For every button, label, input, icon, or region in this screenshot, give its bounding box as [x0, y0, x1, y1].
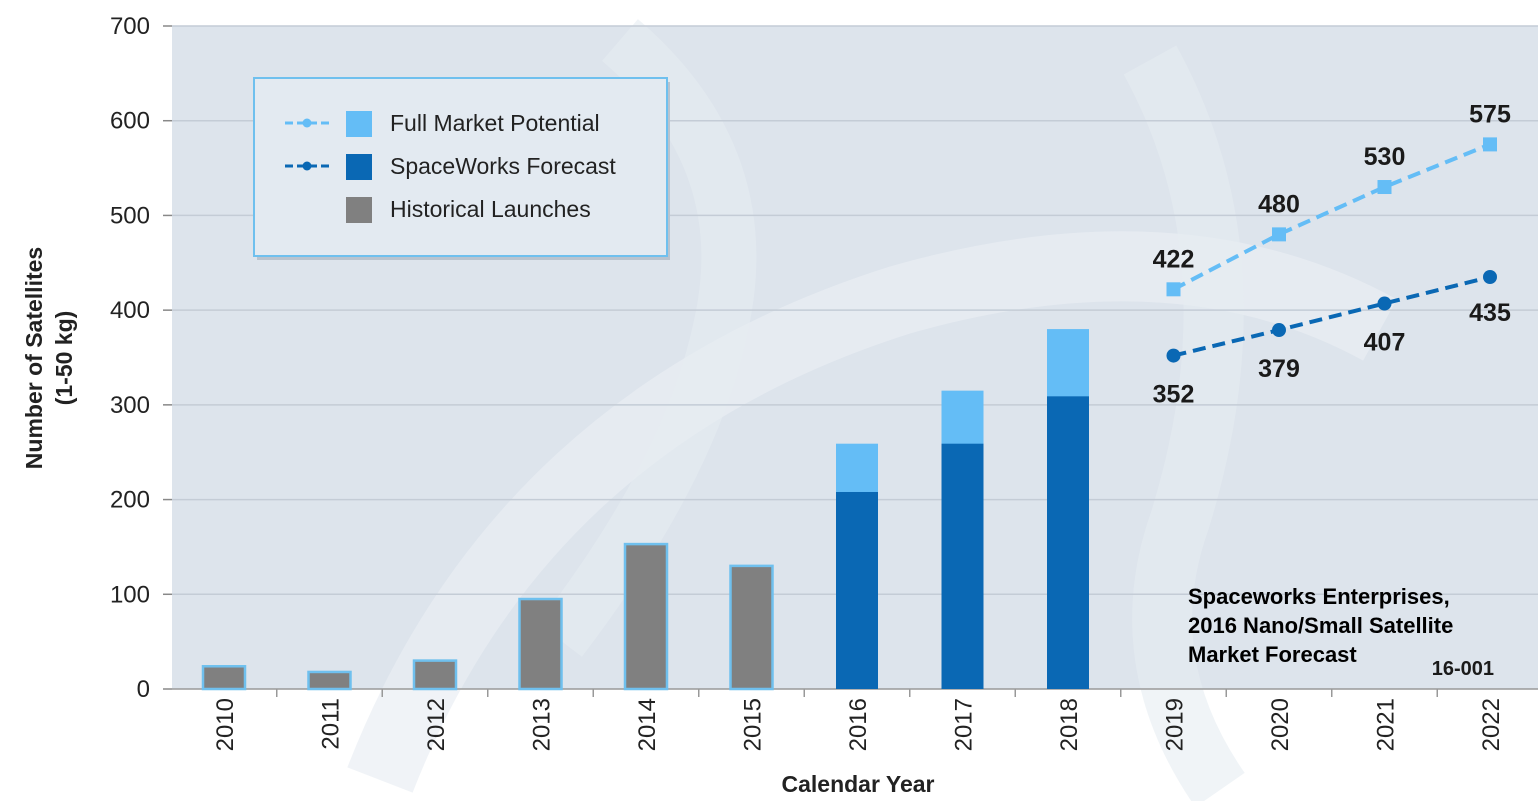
legend-swatch-icon	[346, 154, 372, 180]
x-tick-label: 2015	[740, 698, 767, 751]
marker-full-market	[1377, 180, 1392, 195]
data-label-forecast: 379	[1258, 355, 1300, 383]
marker-full-market	[1272, 227, 1286, 242]
x-tick-label: 2016	[845, 698, 872, 751]
x-tick-label: 2021	[1373, 698, 1400, 751]
line-full-market	[1172, 142, 1491, 292]
x-tick-label: 2019	[1162, 698, 1189, 751]
legend-items: Full Market Potential SpaceWorks Forecast…	[285, 110, 616, 223]
y-tick-label: 600	[110, 108, 150, 135]
line-forecast	[1173, 275, 1491, 358]
y-tick-label: 400	[110, 297, 150, 324]
marker-forecast	[1272, 323, 1286, 338]
data-label-full-market: 530	[1364, 143, 1406, 171]
y-tick-label: 700	[110, 13, 150, 40]
source-note-line-1: Spaceworks Enterprises,	[1188, 584, 1450, 609]
bar-historical	[412, 659, 458, 691]
x-tick-label: 2014	[634, 698, 661, 751]
legend-label: SpaceWorks Forecast	[390, 153, 616, 179]
y-tick-label: 0	[137, 676, 150, 703]
x-tick-label: 2018	[1056, 698, 1083, 751]
marker-forecast	[1377, 296, 1392, 311]
bar-historical	[623, 542, 669, 691]
forecast-lines: 422 480 530 575 352 379 407 435	[1153, 100, 1511, 408]
bar-historical	[201, 665, 247, 691]
marker-full-market	[1483, 137, 1497, 152]
x-tick-label: 2013	[529, 698, 556, 751]
x-tick-label: 2012	[423, 698, 450, 751]
y-tick-label: 500	[110, 202, 150, 229]
marker-forecast	[1483, 269, 1497, 284]
y-tick-label: 300	[110, 392, 150, 419]
y-axis-ticks: 0 100 200 300 400 500 600 700	[110, 13, 172, 703]
bar-historical	[729, 564, 774, 691]
legend: Full Market Potential SpaceWorks Forecast…	[253, 77, 670, 260]
x-tick-label: 2022	[1478, 698, 1505, 751]
data-label-full-market: 422	[1153, 245, 1195, 273]
data-label-full-market: 575	[1469, 100, 1511, 128]
x-tick-label: 2017	[951, 698, 978, 751]
watermark-arc	[1123, 45, 1245, 801]
bar-historical	[307, 670, 352, 691]
x-tick-label: 2020	[1267, 698, 1294, 751]
x-axis-title: Calendar Year	[781, 771, 934, 797]
data-label-forecast: 352	[1153, 381, 1195, 409]
y-axis-title: Number of Satellites	[21, 247, 47, 469]
data-label-forecast: 407	[1364, 329, 1406, 357]
legend-swatch-icon	[346, 111, 372, 137]
y-tick-label: 200	[110, 487, 150, 514]
data-label-forecast: 435	[1469, 299, 1511, 327]
legend-marker-icon	[302, 161, 312, 171]
source-note-line-2: 2016 Nano/Small Satellite	[1188, 613, 1453, 638]
bar-forecast	[941, 443, 984, 689]
figure-code: 16-001	[1432, 658, 1494, 680]
data-label-full-market: 480	[1258, 190, 1300, 218]
source-note-line-3: Market Forecast	[1188, 642, 1357, 667]
bar-forecast	[1047, 396, 1089, 689]
legend-label: Full Market Potential	[390, 110, 600, 136]
y-tick-label: 100	[110, 581, 150, 608]
x-axis-ticks: 2010 2011 2012 2013 2014 2015 2016 2017 2018 2019…	[212, 689, 1505, 751]
marker-full-market	[1166, 282, 1181, 297]
bar-forecast	[836, 491, 878, 689]
bar-historical	[518, 597, 563, 691]
source-note: Spaceworks Enterprises, 2016 Nano/Small …	[1188, 584, 1453, 667]
bars	[201, 329, 1089, 691]
legend-label: Historical Launches	[390, 196, 591, 222]
x-tick-label: 2011	[318, 698, 345, 750]
legend-marker-icon	[302, 118, 312, 128]
legend-swatch-icon	[346, 197, 372, 223]
x-tick-label: 2010	[212, 698, 239, 751]
marker-forecast	[1166, 348, 1181, 363]
y-axis-subtitle: (1-50 kg)	[51, 311, 77, 406]
